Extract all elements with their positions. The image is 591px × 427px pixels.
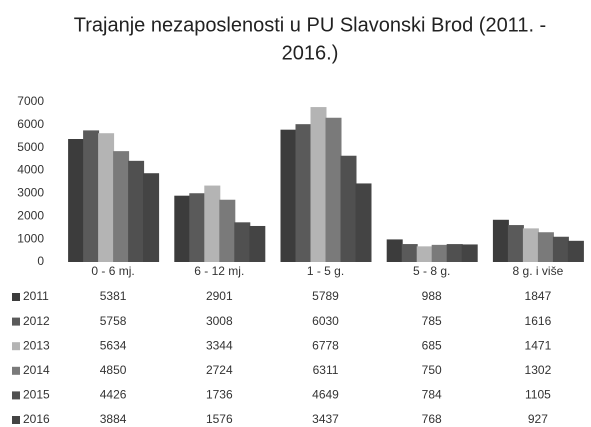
table-value: 5634 xyxy=(100,338,127,352)
y-tick-label: 6000 xyxy=(17,117,44,131)
table-value: 3437 xyxy=(312,412,339,426)
bar xyxy=(340,155,357,262)
table-value: 3344 xyxy=(206,338,233,352)
bar xyxy=(386,239,403,262)
bar xyxy=(507,225,524,262)
bar xyxy=(355,183,372,262)
table-value: 6778 xyxy=(312,338,339,352)
bar xyxy=(249,225,266,262)
table-value: 4426 xyxy=(100,388,127,402)
y-tick-label: 0 xyxy=(37,254,44,268)
x-tick-label: 6 - 12 mj. xyxy=(194,264,244,278)
legend-swatch xyxy=(12,366,20,375)
legend-label: 2016 xyxy=(23,412,50,426)
table-value: 1302 xyxy=(525,363,552,377)
table-value: 2901 xyxy=(206,289,233,303)
table-value: 685 xyxy=(422,338,442,352)
chart-title: 2016.) xyxy=(282,42,339,64)
bar xyxy=(310,107,327,263)
legend-swatch xyxy=(12,342,20,351)
bar xyxy=(416,246,433,262)
bar xyxy=(492,219,509,262)
table-value: 6030 xyxy=(312,314,339,328)
bar xyxy=(204,185,221,262)
chart-title: Trajanje nezaposlenosti u PU Slavonski B… xyxy=(74,14,546,36)
y-tick-label: 4000 xyxy=(17,163,44,177)
bar xyxy=(446,244,463,262)
bar xyxy=(552,236,569,262)
bar xyxy=(567,240,584,262)
bar xyxy=(128,160,145,262)
y-tick-label: 1000 xyxy=(17,231,44,245)
legend-label: 2013 xyxy=(23,338,50,352)
legend-swatch xyxy=(12,391,20,400)
bar xyxy=(83,130,100,262)
y-tick-label: 7000 xyxy=(17,94,44,108)
legend-swatch xyxy=(12,416,20,424)
bar xyxy=(537,232,554,262)
legend-swatch xyxy=(12,293,20,301)
y-tick-label: 5000 xyxy=(17,140,44,154)
table-value: 785 xyxy=(422,314,442,328)
table-value: 784 xyxy=(422,388,442,402)
bar xyxy=(325,117,342,263)
bar xyxy=(189,193,206,262)
bar xyxy=(234,222,251,262)
table-value: 4850 xyxy=(100,363,127,377)
bar xyxy=(280,129,297,262)
bar xyxy=(113,151,130,262)
table-value: 4649 xyxy=(312,388,339,402)
x-tick-label: 5 - 8 g. xyxy=(413,264,450,278)
table-value: 750 xyxy=(422,363,442,377)
bar xyxy=(219,199,236,262)
bar xyxy=(295,124,312,263)
bar xyxy=(98,133,115,262)
bar xyxy=(174,195,191,262)
table-value: 988 xyxy=(422,289,442,303)
bar xyxy=(461,244,478,262)
bar xyxy=(401,244,418,262)
table-value: 3008 xyxy=(206,314,233,328)
table-value: 1471 xyxy=(525,338,552,352)
table-value: 1736 xyxy=(206,388,233,402)
legend-label: 2015 xyxy=(23,388,50,402)
table-value: 5789 xyxy=(312,289,339,303)
table-value: 927 xyxy=(528,412,548,426)
table-value: 5758 xyxy=(100,314,127,328)
table-value: 1847 xyxy=(525,289,552,303)
table-value: 1616 xyxy=(525,314,552,328)
y-tick-label: 2000 xyxy=(17,208,44,222)
x-tick-label: 0 - 6 mj. xyxy=(91,264,134,278)
bar xyxy=(143,173,160,262)
bar xyxy=(522,228,539,262)
legend-swatch xyxy=(12,317,20,326)
table-value: 1105 xyxy=(525,388,551,402)
table-value: 5381 xyxy=(100,289,127,303)
table-value: 2724 xyxy=(206,363,233,377)
legend-label: 2012 xyxy=(23,314,50,328)
bar xyxy=(431,244,448,262)
y-tick-label: 3000 xyxy=(17,186,44,200)
legend-label: 2011 xyxy=(23,289,49,303)
bar xyxy=(68,139,85,262)
x-tick-label: 1 - 5 g. xyxy=(307,264,344,278)
table-value: 768 xyxy=(422,412,442,426)
table-value: 3884 xyxy=(100,412,127,426)
x-tick-label: 8 g. i više xyxy=(513,264,564,278)
table-value: 1576 xyxy=(206,412,233,426)
legend-label: 2014 xyxy=(23,363,50,377)
table-value: 6311 xyxy=(313,363,339,377)
